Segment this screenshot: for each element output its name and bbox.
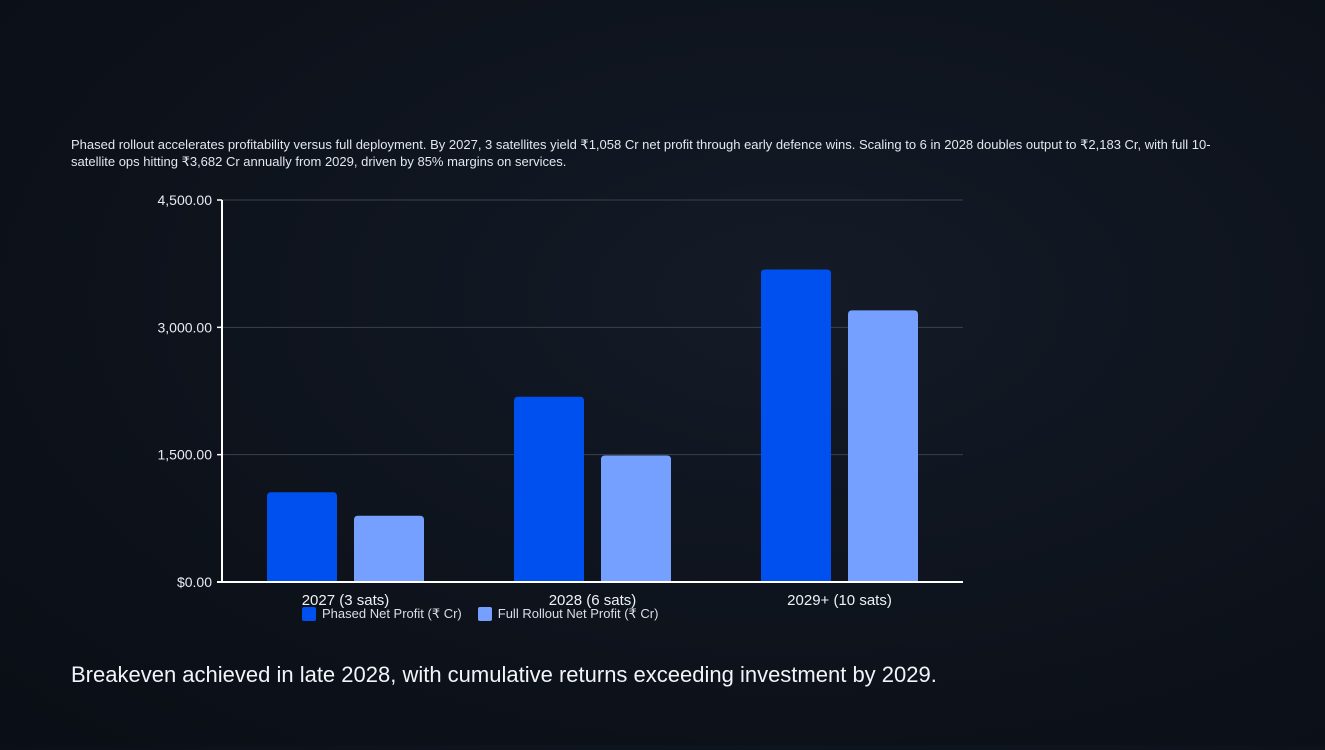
tick-labels: $0.00 1,500.00 3,000.00 4,500.00 2027 (3 sat… [158, 192, 892, 609]
y-tick-label: 4,500.00 [158, 192, 213, 208]
y-tick-label: $0.00 [177, 574, 212, 590]
bar-phased[interactable] [267, 492, 337, 582]
bar-full-rollout[interactable] [848, 310, 918, 582]
bar-phased[interactable] [514, 396, 584, 582]
grid-lines [222, 199, 963, 456]
x-tick-label: 2027 (3 sats) [302, 592, 390, 609]
axes [217, 199, 963, 583]
legend-swatch-phased [302, 607, 316, 621]
bar-full-rollout[interactable] [601, 455, 671, 582]
x-tick-label: 2028 (6 sats) [549, 592, 637, 609]
chart-legend: Phased Net Profit (₹ Cr) Full Rollout Ne… [302, 606, 658, 622]
bars [267, 269, 918, 582]
y-tick-label: 1,500.00 [158, 447, 213, 463]
legend-item-full-rollout[interactable]: Full Rollout Net Profit (₹ Cr) [477, 606, 659, 622]
bar-full-rollout[interactable] [354, 515, 424, 582]
bar-phased[interactable] [761, 269, 831, 582]
conclusion-text: Breakeven achieved in late 2028, with cu… [71, 662, 937, 687]
legend-swatch-full-rollout [477, 607, 492, 621]
legend-item-phased[interactable]: Phased Net Profit (₹ Cr) [302, 606, 462, 622]
chart-description: Phased rollout accelerates profitability… [71, 137, 1211, 169]
x-tick-label: 2029+ (10 sats) [787, 592, 892, 609]
y-tick-label: 3,000.00 [158, 319, 213, 335]
legend-label-full-rollout: Full Rollout Net Profit (₹ Cr) [497, 606, 659, 621]
legend-label-phased: Phased Net Profit (₹ Cr) [322, 606, 462, 621]
